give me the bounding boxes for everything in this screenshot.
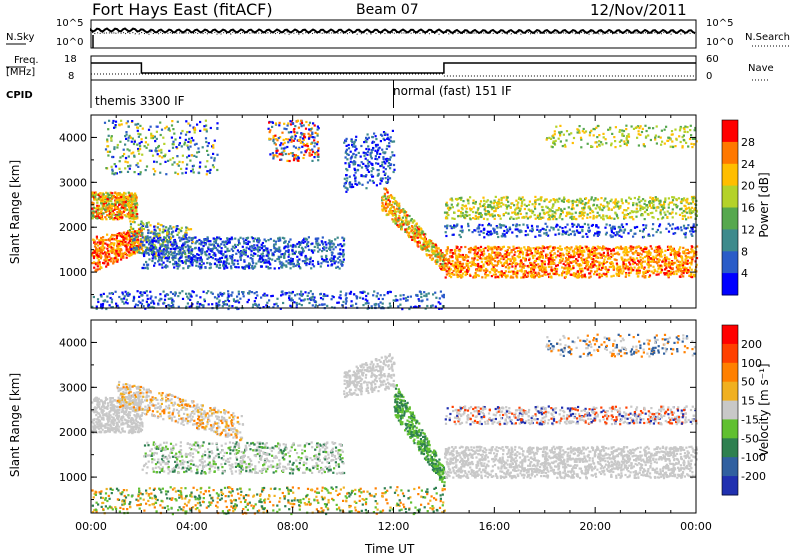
power-colorbar-tick: 20 (741, 180, 755, 193)
power-colorbar-swatch (722, 120, 738, 142)
xtick-label: 20:00 (579, 520, 611, 533)
power-colorbar-tick: 8 (741, 245, 748, 258)
velocity-ytick-label: 3000 (59, 381, 87, 394)
velocity-colorbar-swatch (722, 401, 738, 420)
velocity-colorbar-tick: 50 (741, 376, 755, 389)
velocity-ytick-label: 2000 (59, 426, 87, 439)
power-cells (91, 120, 698, 311)
velocity-colorbar-tick: -200 (741, 470, 766, 483)
velocity-colorbar-swatch (722, 457, 738, 476)
power-ytick-label: 3000 (59, 176, 87, 189)
velocity-colorbar-tick: -15 (741, 413, 759, 426)
power-colorbar-tick: 12 (741, 223, 755, 236)
velocity-colorbar-tick: 15 (741, 395, 755, 408)
xtick-label: 00:00 (680, 520, 712, 533)
power-colorbar-swatch (722, 273, 738, 295)
velocity-colorbar-swatch (722, 419, 738, 438)
xtick-label: 12:00 (378, 520, 410, 533)
xtick-label: 08:00 (277, 520, 309, 533)
nave-line (91, 74, 696, 76)
velocity-colorbar-swatch (722, 382, 738, 401)
power-colorbar-swatch (722, 251, 738, 273)
velocity-colorbar-swatch (722, 476, 738, 495)
power-colorbar-tick: 16 (741, 202, 755, 215)
velocity-ytick-label: 4000 (59, 336, 87, 349)
power-colorbar-tick: 4 (741, 267, 748, 280)
power-colorbar-swatch (722, 186, 738, 208)
velocity-colorbar-swatch (722, 438, 738, 457)
velocity-colorbar-tick: 100 (741, 357, 762, 370)
power-colorbar-swatch (722, 142, 738, 164)
power-colorbar-swatch (722, 208, 738, 230)
power-colorbar-swatch (722, 229, 738, 251)
xtick-label: 16:00 (478, 520, 510, 533)
power-ytick-label: 2000 (59, 221, 87, 234)
velocity-colorbar-tick: 200 (741, 338, 762, 351)
freq-line (91, 63, 696, 73)
velocity-colorbar-swatch (722, 344, 738, 363)
power-colorbar-tick: 28 (741, 136, 755, 149)
noise-sky-line (91, 29, 695, 34)
freq-panel-frame (91, 56, 696, 80)
power-colorbar-swatch (722, 164, 738, 186)
velocity-colorbar-swatch (722, 363, 738, 382)
velocity-cells (91, 334, 698, 516)
xtick-label: 04:00 (176, 520, 208, 533)
xtick-label: 00:00 (75, 520, 107, 533)
velocity-colorbar-tick: -100 (741, 451, 766, 464)
velocity-colorbar-tick: -50 (741, 432, 759, 445)
power-ytick-label: 4000 (59, 131, 87, 144)
power-ytick-label: 1000 (59, 266, 87, 279)
velocity-ytick-label: 1000 (59, 471, 87, 484)
power-colorbar-tick: 24 (741, 158, 755, 171)
velocity-colorbar-swatch (722, 325, 738, 344)
